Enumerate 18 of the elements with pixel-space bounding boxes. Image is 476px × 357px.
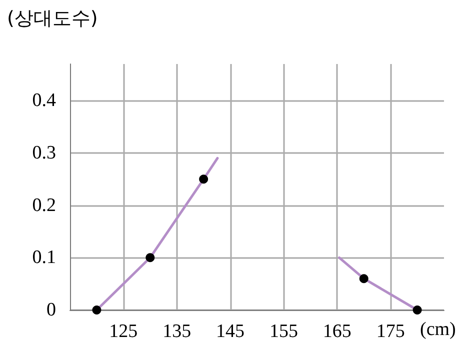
y-tick-label: 0.4 <box>32 90 56 112</box>
x-tick-label: 125 <box>109 321 138 342</box>
y-tick-label: 0.1 <box>32 247 56 268</box>
x-axis-title: (cm) <box>420 319 456 340</box>
point <box>146 253 155 262</box>
y-tick-label: 0.3 <box>32 142 56 164</box>
y-tick-label: 0.2 <box>32 194 56 216</box>
x-tick-label: 145 <box>216 321 245 342</box>
y-tick-label: 0 <box>46 300 56 320</box>
point <box>359 274 368 284</box>
x-tick-label: 135 <box>162 321 192 342</box>
x-tick-label: 155 <box>269 321 298 342</box>
point <box>412 306 422 314</box>
y-axis-title: (상대도수) <box>7 8 98 30</box>
x-tick-label: 165 <box>322 321 352 342</box>
x-tick-label: 175 <box>376 321 405 342</box>
point <box>199 174 208 184</box>
point <box>92 306 102 314</box>
